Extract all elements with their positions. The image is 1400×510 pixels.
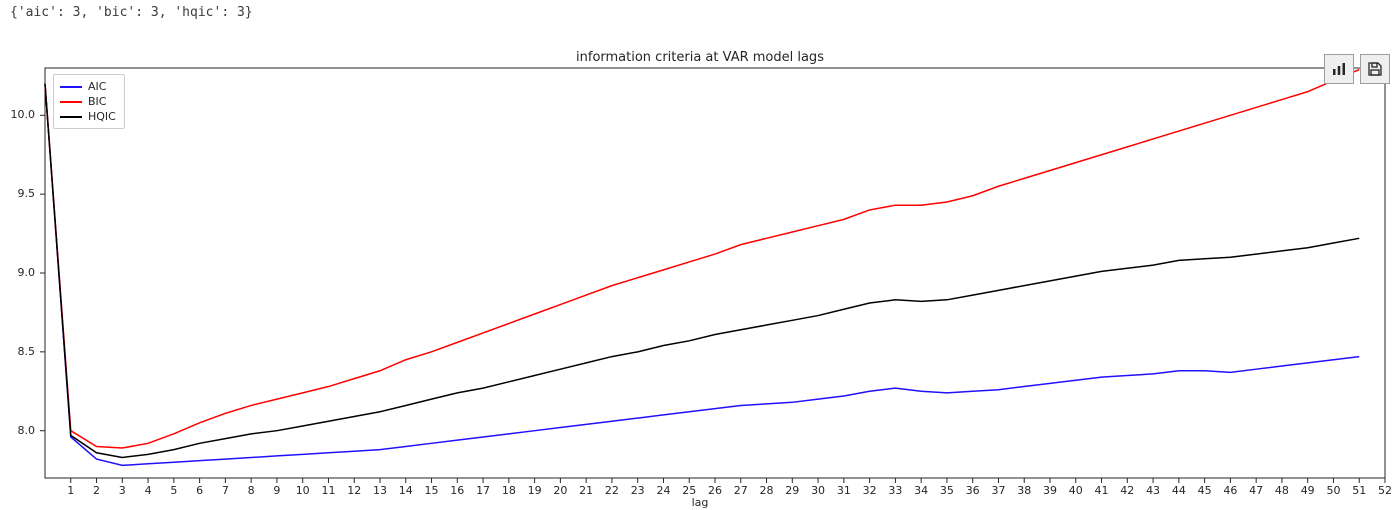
x-tick-label: 42 <box>1120 484 1134 497</box>
x-tick-label: 14 <box>399 484 413 497</box>
y-tick-label: 9.5 <box>0 187 35 200</box>
x-tick-label: 51 <box>1352 484 1366 497</box>
x-tick-label: 48 <box>1275 484 1289 497</box>
x-tick-label: 37 <box>991 484 1005 497</box>
figure-toolbar <box>1324 54 1390 84</box>
x-tick-label: 36 <box>966 484 980 497</box>
interactive-chart-icon <box>1331 61 1347 77</box>
x-tick-label: 30 <box>811 484 825 497</box>
interactive-chart-button[interactable] <box>1324 54 1354 84</box>
x-tick-label: 29 <box>785 484 799 497</box>
y-tick-label: 8.5 <box>0 345 35 358</box>
x-tick-label: 7 <box>222 484 229 497</box>
x-tick-label: 25 <box>682 484 696 497</box>
legend-label: AIC <box>88 79 106 94</box>
x-tick-label: 20 <box>553 484 567 497</box>
x-tick-label: 15 <box>425 484 439 497</box>
x-tick-label: 52 <box>1378 484 1392 497</box>
x-axis-label: lag <box>0 496 1400 509</box>
plot-area <box>0 26 1400 510</box>
x-tick-label: 8 <box>248 484 255 497</box>
x-tick-label: 23 <box>631 484 645 497</box>
x-tick-label: 33 <box>888 484 902 497</box>
x-tick-label: 17 <box>476 484 490 497</box>
x-tick-label: 38 <box>1017 484 1031 497</box>
x-tick-label: 50 <box>1326 484 1340 497</box>
x-tick-label: 43 <box>1146 484 1160 497</box>
x-tick-label: 31 <box>837 484 851 497</box>
x-tick-label: 1 <box>67 484 74 497</box>
x-tick-label: 32 <box>863 484 877 497</box>
x-tick-label: 44 <box>1172 484 1186 497</box>
x-tick-label: 16 <box>450 484 464 497</box>
x-tick-label: 49 <box>1301 484 1315 497</box>
legend-swatch <box>60 86 82 88</box>
legend-label: HQIC <box>88 109 116 124</box>
x-tick-label: 35 <box>940 484 954 497</box>
legend-item-hqic: HQIC <box>60 109 116 124</box>
x-tick-label: 6 <box>196 484 203 497</box>
x-tick-label: 47 <box>1249 484 1263 497</box>
y-tick-label: 9.0 <box>0 266 35 279</box>
y-tick-label: 8.0 <box>0 424 35 437</box>
x-tick-label: 18 <box>502 484 516 497</box>
legend-swatch <box>60 101 82 103</box>
x-tick-label: 27 <box>734 484 748 497</box>
x-tick-label: 13 <box>373 484 387 497</box>
x-tick-label: 21 <box>579 484 593 497</box>
y-tick-label: 10.0 <box>0 108 35 121</box>
x-tick-label: 12 <box>347 484 361 497</box>
x-tick-label: 45 <box>1198 484 1212 497</box>
x-tick-label: 46 <box>1223 484 1237 497</box>
code-output: {'aic': 3, 'bic': 3, 'hqic': 3} <box>0 0 1400 26</box>
legend: AICBICHQIC <box>53 74 125 129</box>
x-tick-label: 9 <box>273 484 280 497</box>
x-tick-label: 4 <box>145 484 152 497</box>
legend-label: BIC <box>88 94 106 109</box>
x-tick-label: 11 <box>321 484 335 497</box>
x-tick-label: 2 <box>93 484 100 497</box>
x-tick-label: 34 <box>914 484 928 497</box>
legend-item-bic: BIC <box>60 94 116 109</box>
x-tick-label: 3 <box>119 484 126 497</box>
legend-swatch <box>60 116 82 118</box>
x-tick-label: 40 <box>1069 484 1083 497</box>
x-tick-label: 26 <box>708 484 722 497</box>
x-tick-label: 10 <box>296 484 310 497</box>
x-tick-label: 22 <box>605 484 619 497</box>
save-button[interactable] <box>1360 54 1390 84</box>
save-icon <box>1367 61 1383 77</box>
x-tick-label: 39 <box>1043 484 1057 497</box>
x-tick-label: 5 <box>170 484 177 497</box>
legend-item-aic: AIC <box>60 79 116 94</box>
x-tick-label: 28 <box>760 484 774 497</box>
x-tick-label: 24 <box>656 484 670 497</box>
figure: information criteria at VAR model lags A… <box>0 26 1400 510</box>
x-tick-label: 41 <box>1095 484 1109 497</box>
x-tick-label: 19 <box>528 484 542 497</box>
